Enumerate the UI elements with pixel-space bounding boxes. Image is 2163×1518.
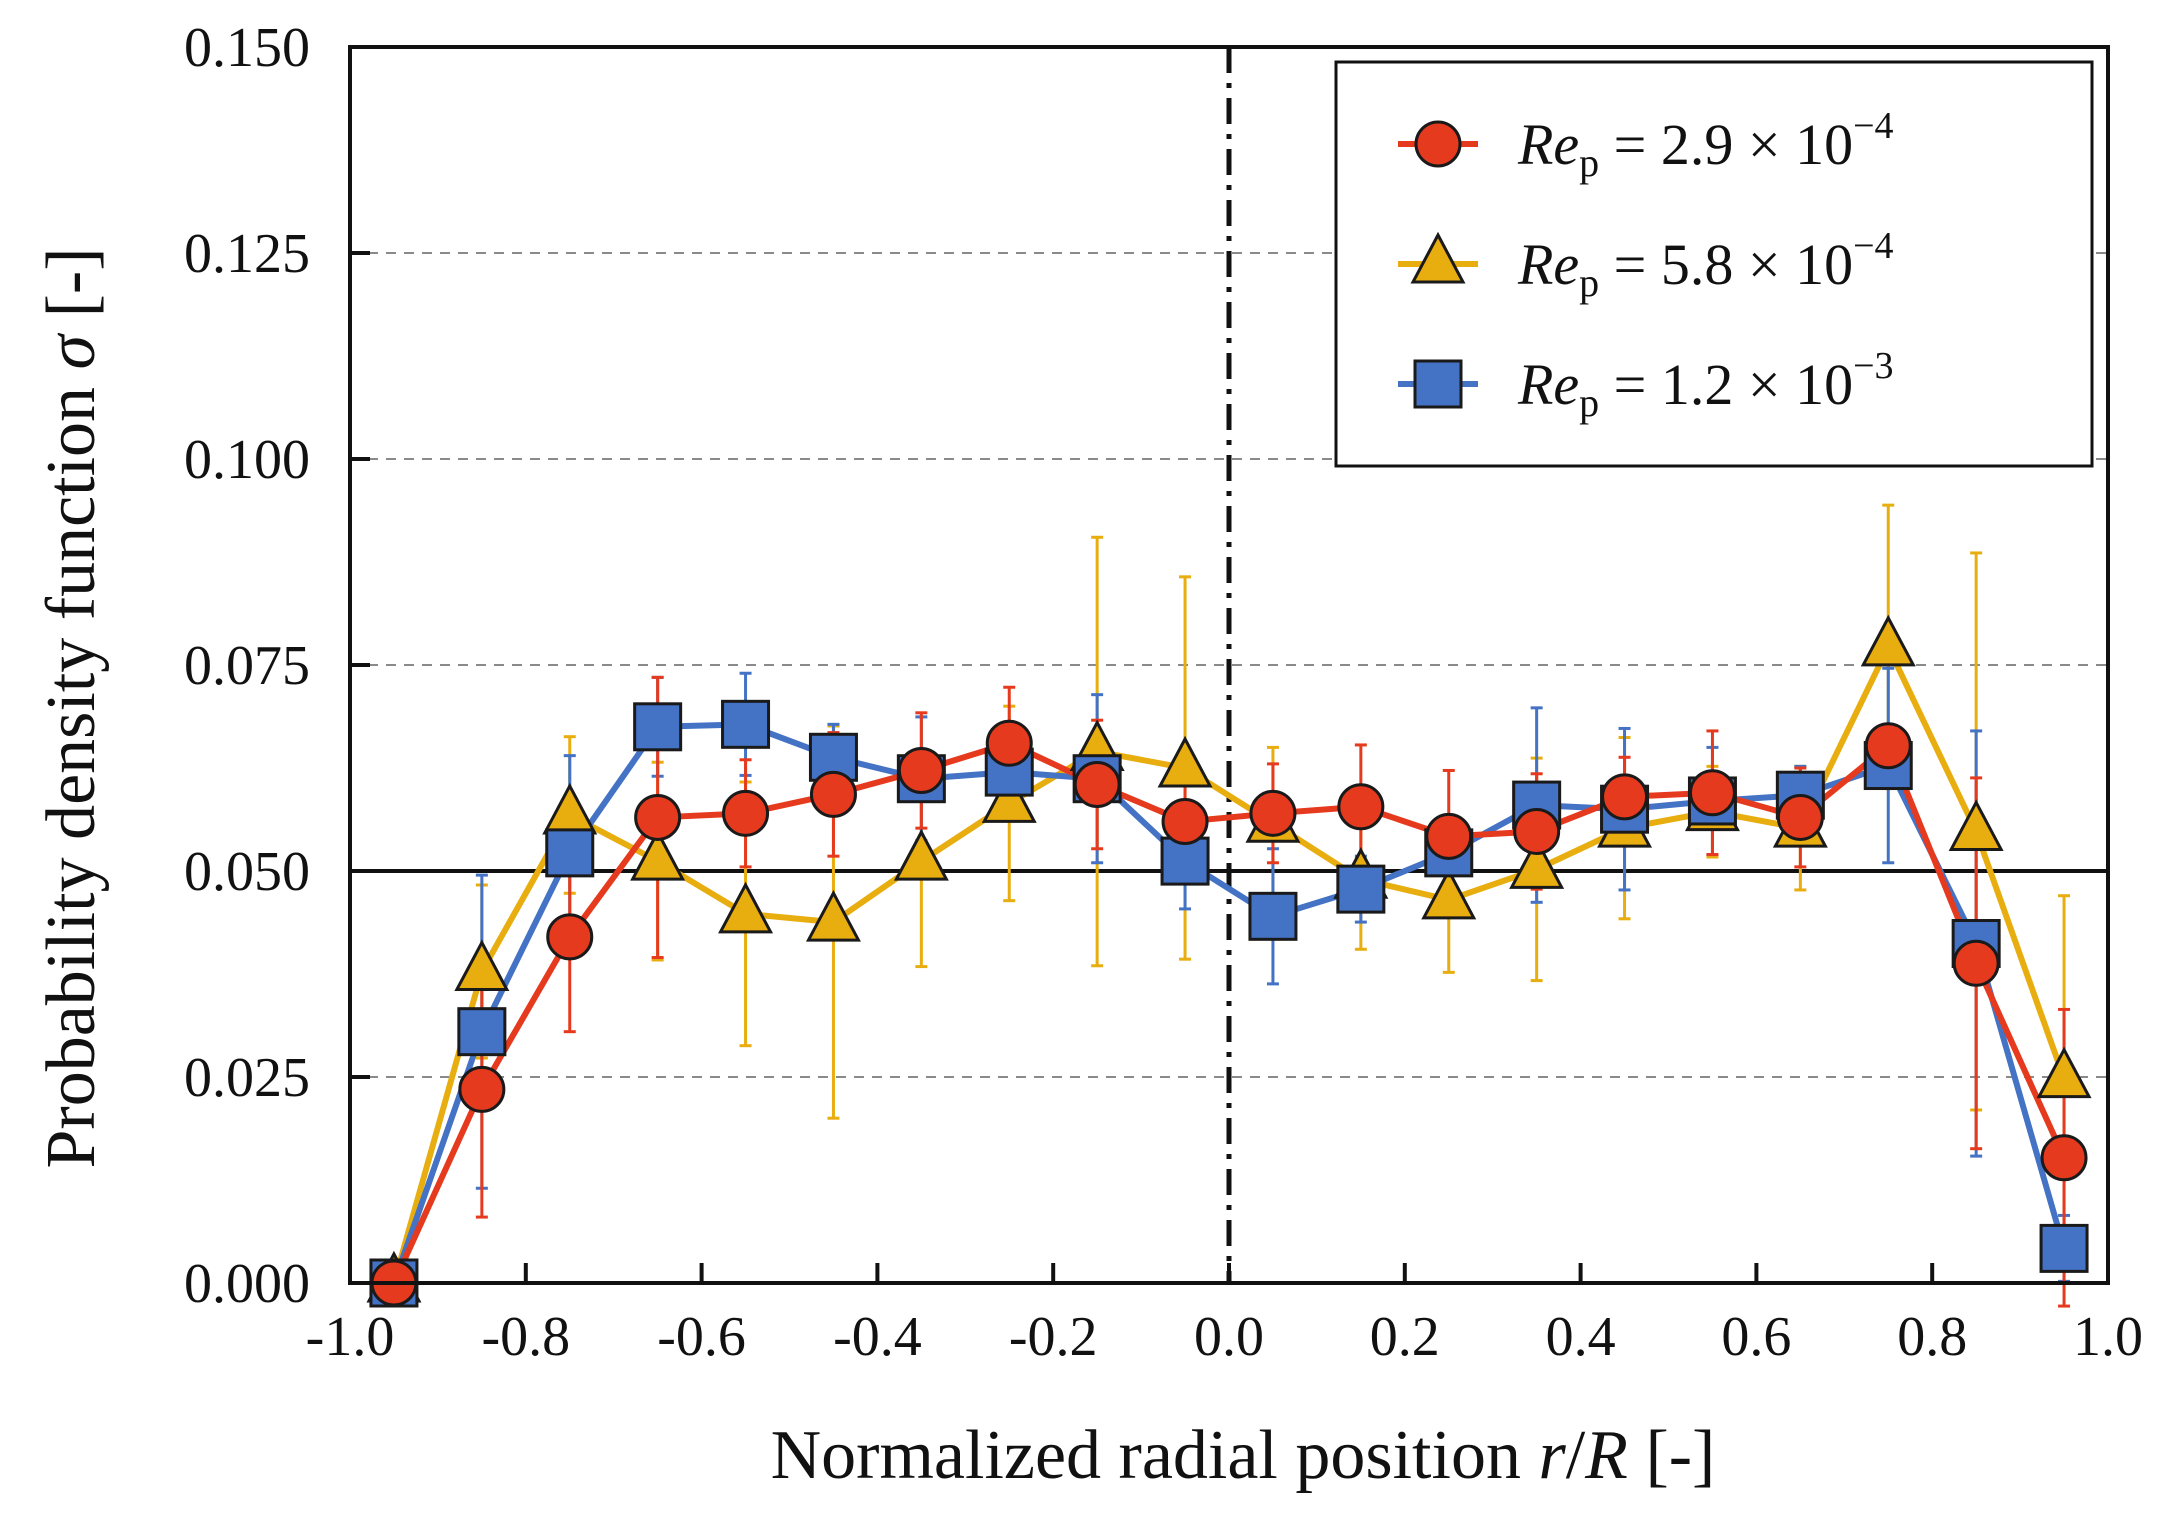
point-s0-2 [546, 913, 594, 961]
legend-marker-2 [1413, 359, 1463, 409]
x-axis-title-slash: / [1566, 1417, 1586, 1494]
x-tick-label-1: -0.8 [481, 1306, 570, 1368]
point-s0-1 [458, 1065, 506, 1113]
legend-label-1: Rep = 5.8 × 10−4 [1517, 225, 1894, 305]
point-s1-19 [2036, 1046, 2092, 1099]
point-s0-3 [634, 793, 682, 841]
point-s1-17 [1860, 614, 1916, 667]
x-tick-label-2: -0.6 [657, 1306, 746, 1368]
y-tick-label-2: 0.050 [184, 841, 310, 903]
point-s1-3 [630, 828, 686, 881]
point-s2-3 [633, 702, 683, 752]
legend-label-0: Rep = 2.9 × 10−4 [1517, 105, 1894, 185]
point-s2-11 [1336, 864, 1386, 914]
y-axis-title-suffix: [-] [33, 247, 110, 334]
y-tick-label-0: 0.000 [184, 1253, 310, 1315]
y-axis-title: Probability density function σ [-] [33, 247, 110, 1168]
point-s0-16 [1776, 793, 1824, 841]
point-s0-11 [1337, 783, 1385, 831]
x-tick-label-3: -0.4 [833, 1306, 922, 1368]
point-s0-13 [1513, 807, 1561, 855]
point-s1-4 [718, 881, 774, 934]
x-tick-label-5: 0.0 [1194, 1306, 1264, 1368]
point-s0-15 [1688, 769, 1736, 817]
y-axis-title-prefix: Probability density function [33, 369, 110, 1168]
x-tick-label-8: 0.6 [1721, 1306, 1791, 1368]
x-tick-label-9: 0.8 [1897, 1306, 1967, 1368]
y-axis-title-var-sigma: σ [33, 332, 110, 369]
x-tick-label-10: 1.0 [2073, 1306, 2143, 1368]
point-s0-6 [897, 746, 945, 794]
point-s1-13 [1509, 837, 1565, 889]
legend-label-sup-2: −3 [1853, 345, 1893, 387]
point-s0-12 [1425, 812, 1473, 860]
x-tick-label-6: 0.2 [1370, 1306, 1440, 1368]
point-s1-1 [454, 939, 510, 992]
axis-ticks [350, 251, 1935, 1283]
point-s0-4 [722, 789, 770, 837]
y-tick-label-5: 0.125 [184, 223, 310, 285]
legend-label-base-1: Re [1517, 232, 1579, 297]
point-s2-2 [545, 828, 595, 878]
x-tick-label-0: -1.0 [306, 1306, 395, 1368]
point-s2-1 [457, 1007, 507, 1057]
point-s0-10 [1249, 789, 1297, 837]
x-axis-title: Normalized radial position r/R [-] [771, 1417, 1716, 1494]
legend-label-2: Rep = 1.2 × 10−3 [1517, 345, 1894, 425]
y-tick-label-6: 0.150 [184, 17, 310, 79]
point-s0-17 [1864, 722, 1912, 770]
x-axis-title-var-R: R [1584, 1417, 1628, 1494]
legend-label-sup-0: −4 [1853, 105, 1893, 147]
x-axis-title-prefix: Normalized radial position [771, 1417, 1539, 1494]
point-s0-5 [809, 770, 857, 818]
x-axis-title-suffix: [-] [1628, 1417, 1715, 1494]
point-s0-7 [985, 719, 1033, 767]
point-s2-9 [1160, 836, 1210, 886]
legend-label-sub-0: p [1579, 140, 1599, 185]
legend-label-eq-1: = 5.8 × 10 [1599, 232, 1853, 297]
legend-label-sup-1: −4 [1853, 225, 1893, 267]
data-markers [366, 614, 2092, 1308]
point-s0-9 [1161, 798, 1209, 846]
point-s0-18 [1952, 939, 2000, 987]
legend-marker-0 [1414, 120, 1462, 168]
point-s1-6 [893, 828, 949, 881]
point-s2-4 [721, 699, 771, 749]
legend-label-eq-2: = 1.2 × 10 [1599, 352, 1853, 417]
legend-label-sub-2: p [1579, 380, 1599, 425]
x-tick-label-4: -0.2 [1009, 1306, 1098, 1368]
legend-label-base-2: Re [1517, 352, 1579, 417]
legend-label-eq-0: = 2.9 × 10 [1599, 112, 1853, 177]
point-s1-9 [1157, 735, 1213, 788]
point-s1-5 [805, 889, 861, 942]
point-s1-18 [1948, 799, 2004, 851]
x-tick-label-7: 0.4 [1546, 1306, 1616, 1368]
legend-label-sub-1: p [1579, 260, 1599, 305]
legend-label-base-0: Re [1517, 112, 1579, 177]
point-s0-8 [1073, 760, 1121, 808]
point-s0-14 [1601, 773, 1649, 821]
point-s1-7 [981, 771, 1037, 823]
tick-labels: -1.0 -0.8 -0.6 -0.4 -0.2 0.0 0.2 0.4 0.6 0.8 1.0 0.… [184, 17, 2143, 1368]
legend-marker-1 [1410, 231, 1466, 284]
point-s2-10 [1248, 891, 1298, 941]
x-axis-title-var-r: r [1538, 1417, 1566, 1494]
point-s1-12 [1421, 867, 1477, 920]
y-tick-label-3: 0.075 [184, 635, 310, 697]
point-s2-19 [2039, 1223, 2089, 1273]
y-tick-label-4: 0.100 [184, 429, 310, 491]
point-s0-19 [2040, 1134, 2088, 1182]
y-tick-label-1: 0.025 [184, 1047, 310, 1109]
